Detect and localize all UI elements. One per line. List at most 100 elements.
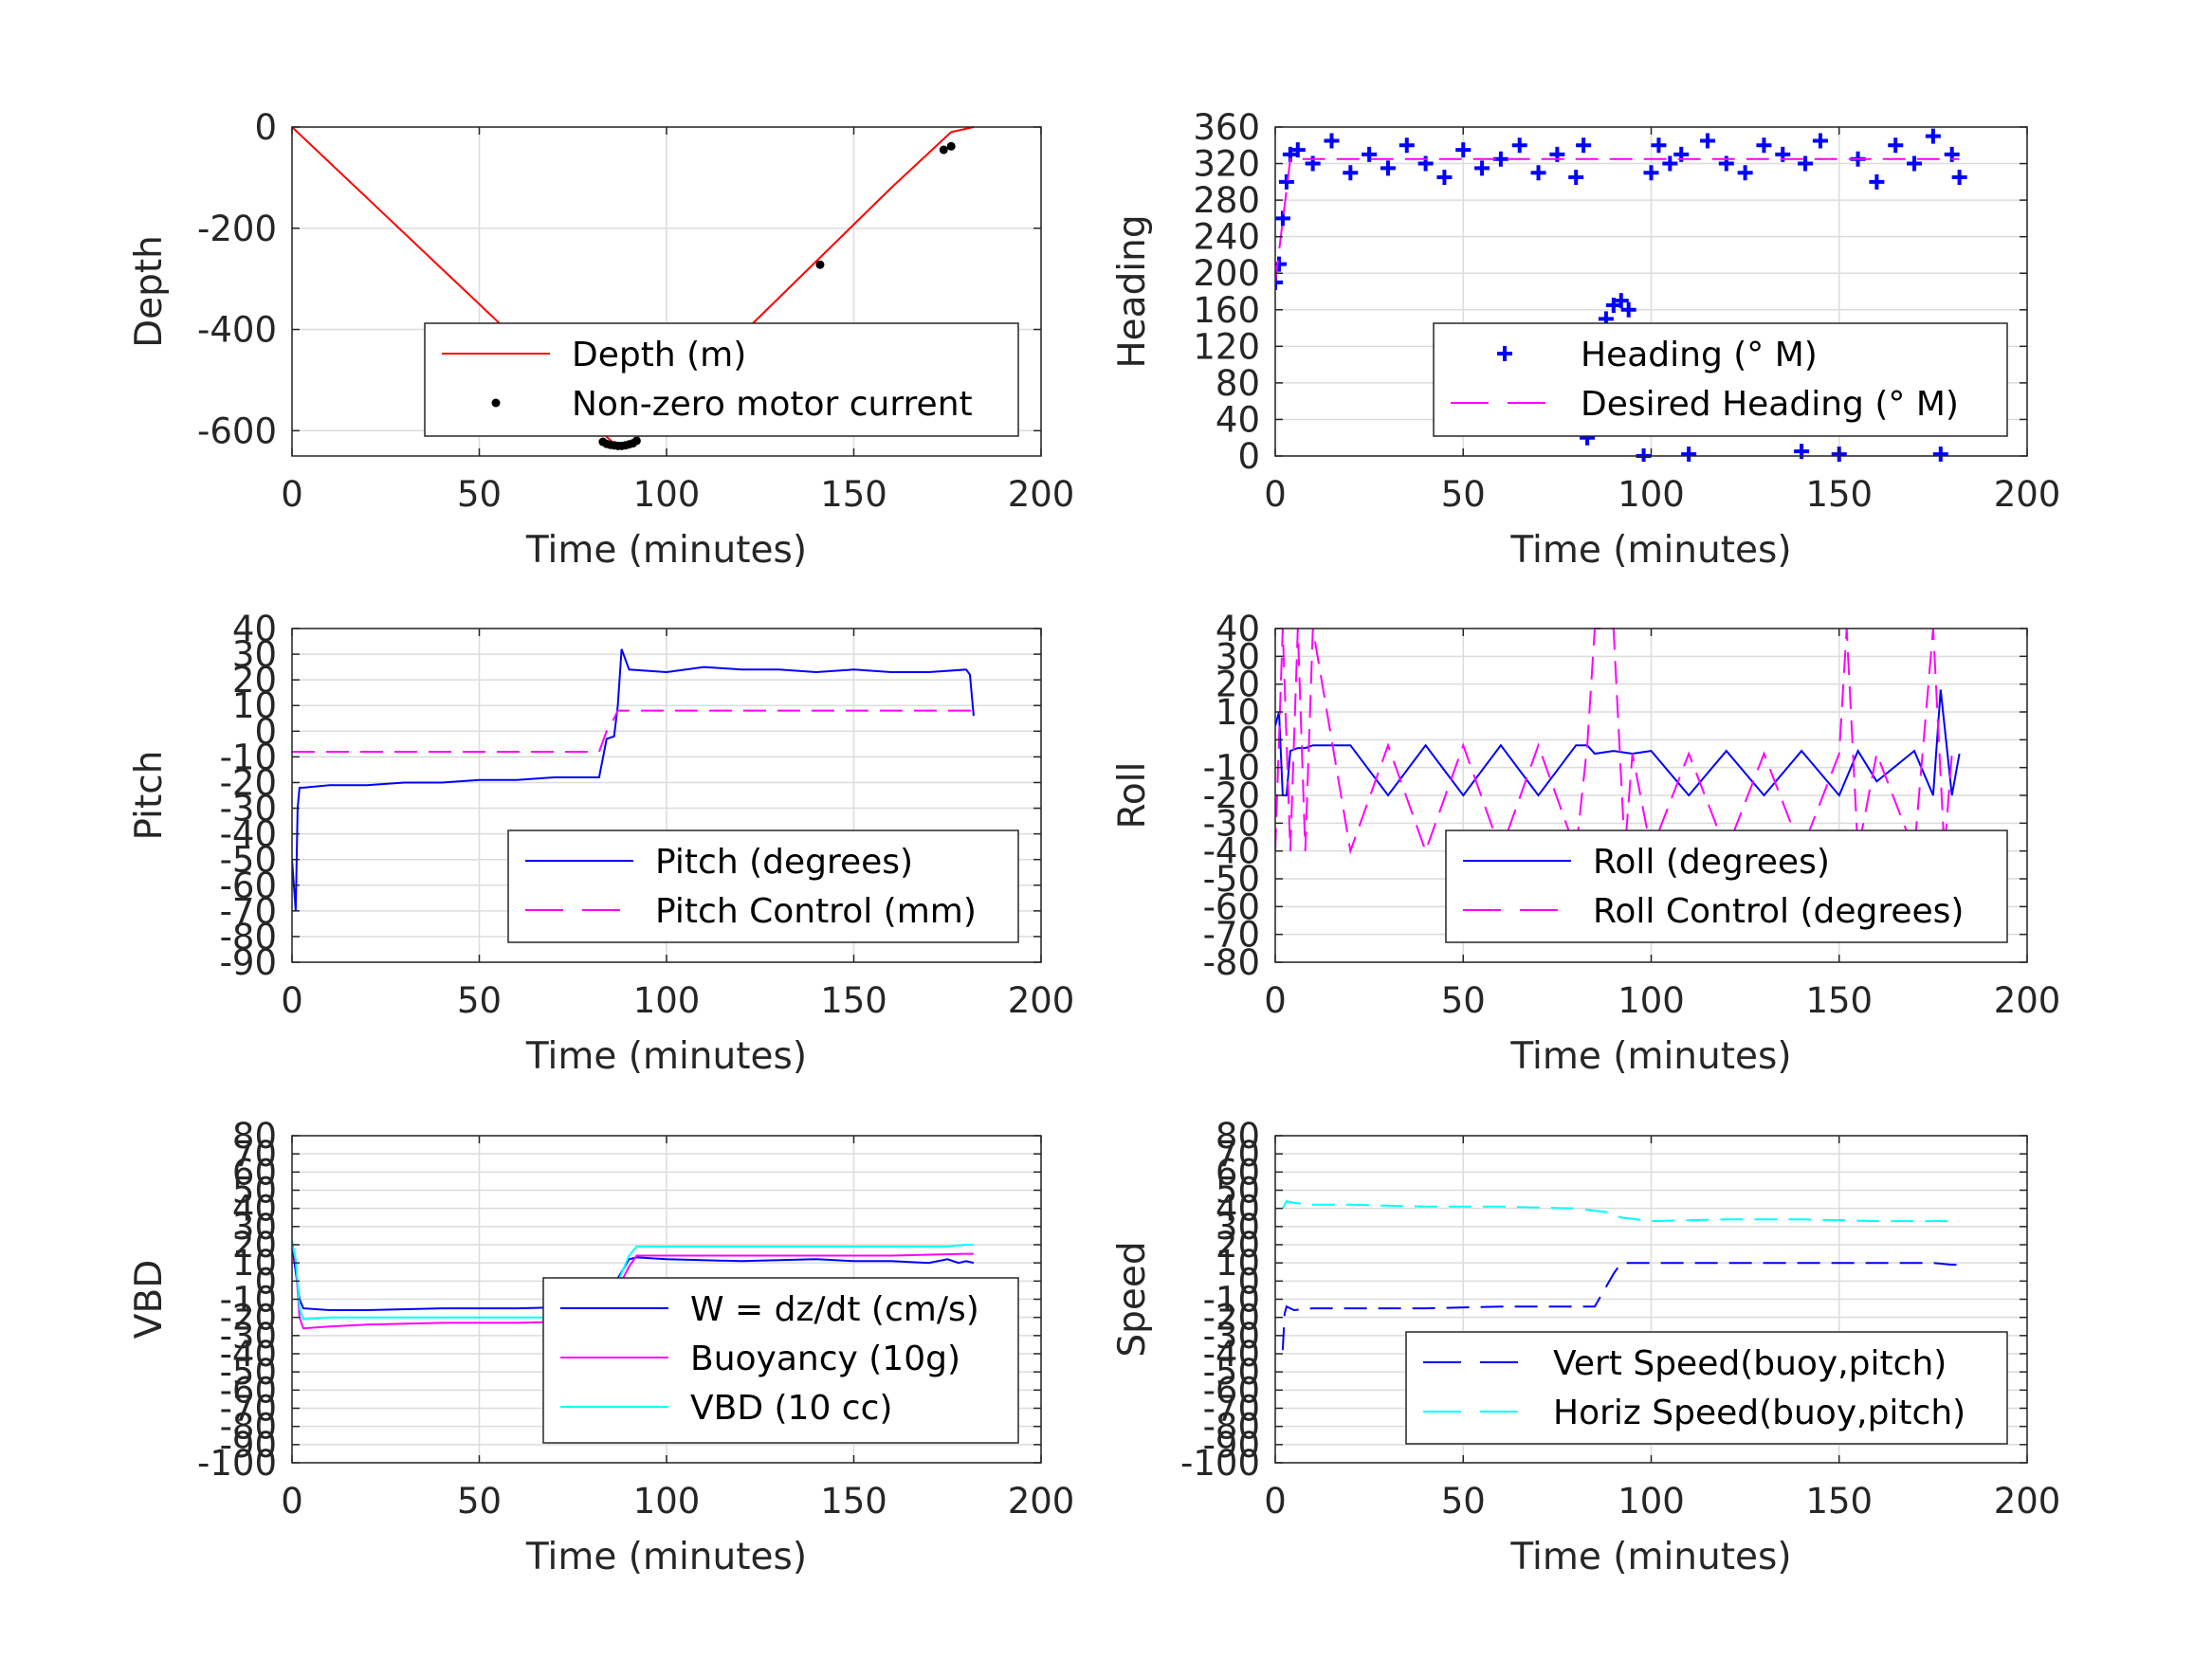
vbd-y-tick-label: -80 bbox=[220, 1407, 277, 1448]
vbd-y-tick-label: 0 bbox=[254, 1261, 277, 1302]
pitch-y-tick-label: 0 bbox=[254, 711, 277, 752]
heading-series-0-point bbox=[1613, 293, 1629, 309]
pitch-y-tick-label: -80 bbox=[220, 917, 277, 957]
vbd-y-tick-label: 50 bbox=[232, 1171, 277, 1212]
roll-y-tick-label: -50 bbox=[1203, 859, 1260, 900]
speed-y-tick-label: -50 bbox=[1203, 1352, 1260, 1393]
vbd-y-tick-label: 40 bbox=[232, 1189, 277, 1230]
pitch-series-1-line bbox=[292, 709, 974, 753]
roll-y-tick-label: -20 bbox=[1203, 775, 1260, 816]
depth-x-tick-label: 0 bbox=[281, 474, 303, 515]
roll-x-tick-label: 100 bbox=[1618, 980, 1685, 1021]
pitch-y-tick-label: 20 bbox=[232, 660, 277, 701]
heading-legend-label-0: Heading (° M) bbox=[1581, 336, 1818, 374]
roll-y-tick-label: -80 bbox=[1203, 942, 1260, 983]
roll-x-tick-label: 0 bbox=[1264, 980, 1287, 1021]
vbd-x-tick-label: 0 bbox=[281, 1481, 303, 1522]
depth-y-tick-label: -200 bbox=[197, 209, 277, 249]
depth-y-tick-label: -600 bbox=[197, 410, 277, 451]
depth-legend-box bbox=[424, 322, 1019, 437]
pitch-legend-label-0: Pitch (degrees) bbox=[655, 843, 913, 882]
heading-series-0-point bbox=[1662, 155, 1678, 172]
pitch-legend: Pitch (degrees) Pitch Control (mm) bbox=[507, 830, 1019, 943]
pitch-x-tick-label: 50 bbox=[457, 980, 502, 1021]
speed-y-tick-label: -80 bbox=[1203, 1407, 1260, 1448]
speed-y-tick-label: 60 bbox=[1216, 1152, 1260, 1193]
roll-series-1-line bbox=[1275, 628, 1960, 855]
pitch-y-tick-label: -70 bbox=[220, 891, 277, 932]
roll-legend-box bbox=[1445, 830, 2008, 943]
speed-x-tick-label: 0 bbox=[1264, 1481, 1287, 1522]
heading-series-0-point bbox=[1812, 133, 1828, 149]
vbd-y-tick-label: -50 bbox=[220, 1352, 277, 1393]
heading-series-0-point bbox=[1324, 133, 1340, 149]
speed-series-0-line bbox=[1281, 1262, 1960, 1351]
heading-series-0-point bbox=[1620, 301, 1636, 318]
heading-series-0-point bbox=[1398, 137, 1415, 154]
speed-y-tick-label: -100 bbox=[1180, 1443, 1260, 1484]
heading-series-0-point bbox=[1362, 146, 1378, 162]
pitch-x-axis-title: Time (minutes) bbox=[525, 1035, 807, 1078]
heading-legend-swatch-0 bbox=[1497, 346, 1512, 361]
heading-series-0-point bbox=[1576, 137, 1592, 154]
heading-series-0-point bbox=[1932, 447, 1948, 462]
heading-series-0-point bbox=[1275, 274, 1283, 290]
heading-plot: 0 50 100 150 20004080120160200240280320360Ti… bbox=[1111, 107, 2060, 572]
depth-x-axis-title: Time (minutes) bbox=[525, 529, 807, 572]
heading-x-tick-label: 100 bbox=[1618, 474, 1685, 515]
heading-series-0-point bbox=[1455, 142, 1472, 158]
speed-data bbox=[1281, 1199, 1960, 1351]
speed-legend-label-1: Horiz Speed(buoy,pitch) bbox=[1553, 1394, 1965, 1432]
roll-legend-label-1: Roll Control (degrees) bbox=[1593, 892, 1964, 931]
roll-x-tick-label: 150 bbox=[1805, 980, 1873, 1021]
heading-series-0-point bbox=[1530, 165, 1546, 181]
roll-y-tick-label: -10 bbox=[1203, 748, 1260, 789]
vbd-y-axis-title: VBD bbox=[128, 1260, 171, 1339]
depth-y-tick-label: -400 bbox=[197, 310, 277, 351]
roll-data bbox=[1275, 628, 1961, 855]
heading-legend-box bbox=[1433, 322, 2008, 437]
heading-series-0-point bbox=[1737, 165, 1753, 181]
heading-series-0-point bbox=[1951, 170, 1967, 186]
pitch-plot: 0 50 100 150 200403020100-10-20-30-40-50-60-… bbox=[128, 609, 1074, 1078]
roll-y-tick-label: 40 bbox=[1216, 609, 1260, 649]
pitch-y-tick-label: -10 bbox=[220, 737, 277, 777]
heading-series-0-point bbox=[1681, 447, 1697, 462]
heading-legend-label-1: Desired Heading (° M) bbox=[1581, 385, 1959, 424]
vbd-plot: 0 50 100 150 20080706050403020100-10-20-30-4… bbox=[128, 1116, 1074, 1578]
heading-series-0-point bbox=[1474, 160, 1490, 176]
roll-y-tick-label: 20 bbox=[1216, 665, 1260, 705]
roll-legend: Roll (degrees) Roll Control (degrees) bbox=[1445, 830, 2008, 943]
speed-x-tick-label: 50 bbox=[1441, 1481, 1486, 1522]
heading-y-tick-label: 160 bbox=[1193, 290, 1260, 331]
heading-x-tick-label: 200 bbox=[1994, 474, 2061, 515]
heading-series-1-line bbox=[1275, 157, 1960, 283]
speed-x-axis-title: Time (minutes) bbox=[1509, 1536, 1791, 1578]
depth-legend-label-0: Depth (m) bbox=[572, 336, 746, 374]
roll-legend-label-0: Roll (degrees) bbox=[1593, 843, 1830, 882]
vbd-legend-label-2: VBD (10 cc) bbox=[690, 1389, 892, 1428]
vbd-x-tick-label: 200 bbox=[1008, 1481, 1075, 1522]
pitch-legend-label-1: Pitch Control (mm) bbox=[655, 892, 977, 931]
depth-x-tick-label: 100 bbox=[633, 474, 701, 515]
pitch-y-tick-label: 10 bbox=[232, 685, 277, 726]
vbd-y-tick-label: -10 bbox=[220, 1280, 277, 1321]
heading-y-tick-label: 0 bbox=[1237, 436, 1260, 477]
speed-y-tick-label: 50 bbox=[1216, 1171, 1260, 1212]
heading-series-0-point bbox=[1436, 170, 1453, 186]
pitch-series-0-line bbox=[292, 648, 975, 911]
pitch-x-tick-label: 100 bbox=[633, 980, 701, 1021]
vbd-x-tick-label: 150 bbox=[820, 1481, 887, 1522]
pitch-y-tick-label: -60 bbox=[220, 866, 277, 906]
vbd-legend-box bbox=[542, 1277, 1019, 1444]
depth-legend: Depth (m) Non-zero motor current bbox=[424, 322, 1019, 437]
heading-series-0-point bbox=[1925, 128, 1941, 144]
pitch-y-tick-label: -40 bbox=[220, 814, 277, 855]
roll-x-tick-label: 50 bbox=[1441, 980, 1486, 1021]
pitch-legend-box bbox=[507, 830, 1019, 943]
vbd-y-tick-label: -40 bbox=[220, 1334, 277, 1375]
pitch-x-tick-label: 0 bbox=[281, 980, 303, 1021]
depth-legend-swatch-1 bbox=[491, 398, 501, 408]
heading-x-axis-title: Time (minutes) bbox=[1509, 529, 1791, 572]
